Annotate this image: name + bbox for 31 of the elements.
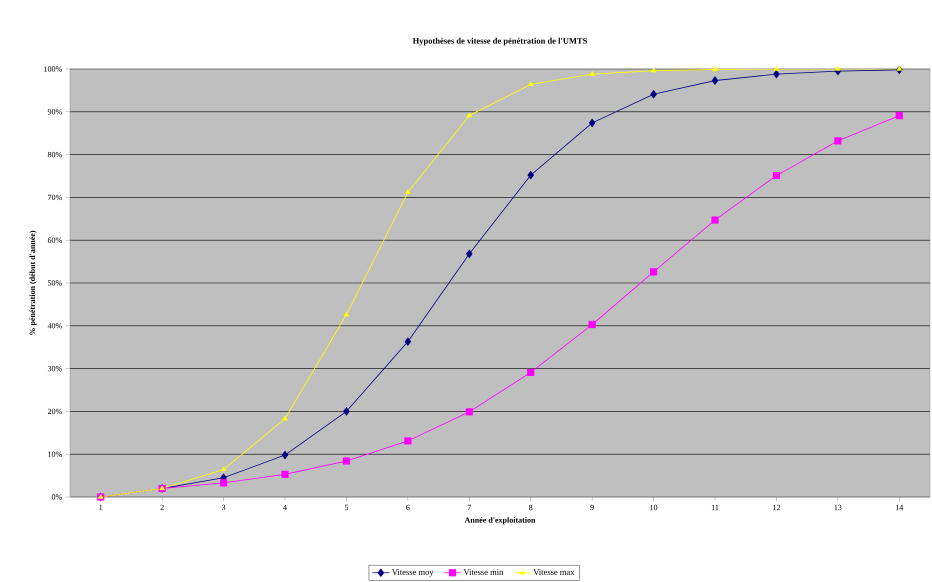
y-tick-label: 30%	[48, 366, 62, 372]
x-tick-label: 12	[773, 504, 780, 510]
x-tick-label: 10	[650, 504, 658, 510]
x-tick-label: 3	[222, 504, 226, 510]
y-tick-label: 90%	[48, 109, 62, 115]
x-tick-label: 9	[590, 504, 594, 510]
y-tick-label: 20%	[48, 408, 62, 414]
y-tick-label: 100%	[44, 66, 62, 72]
y-tick-label: 70%	[48, 194, 62, 200]
chart-title: Hypothèses de vitesse de pénétration de l'UMTS	[412, 38, 587, 46]
y-tick-label: 40%	[48, 323, 62, 329]
y-tick-label: 10%	[48, 451, 62, 457]
x-tick-label: 6	[406, 504, 410, 510]
x-tick-label: 13	[834, 504, 842, 510]
x-tick-label: 11	[712, 504, 718, 510]
y-tick-label: 50%	[48, 280, 62, 286]
x-tick-label: 1	[99, 504, 102, 510]
legend-label: Vitesse max	[533, 569, 574, 575]
x-tick-label: 14	[896, 504, 904, 510]
y-axis-title: % pénétration (début d'année)	[29, 230, 37, 335]
x-tick-label: 5	[344, 504, 348, 510]
y-tick-label: 80%	[48, 152, 62, 158]
x-tick-label: 2	[160, 504, 164, 510]
x-tick-label: 7	[468, 504, 472, 510]
x-axis-title: Année d'exploitation	[464, 517, 536, 524]
x-tick-label: 4	[283, 504, 287, 510]
y-tick-label: 60%	[48, 237, 62, 243]
x-tick-label: 8	[529, 504, 532, 510]
legend-label: Vitesse min	[464, 569, 504, 575]
y-tick-label: 0%	[52, 494, 62, 500]
legend-label: Vitesse moy	[392, 569, 434, 577]
